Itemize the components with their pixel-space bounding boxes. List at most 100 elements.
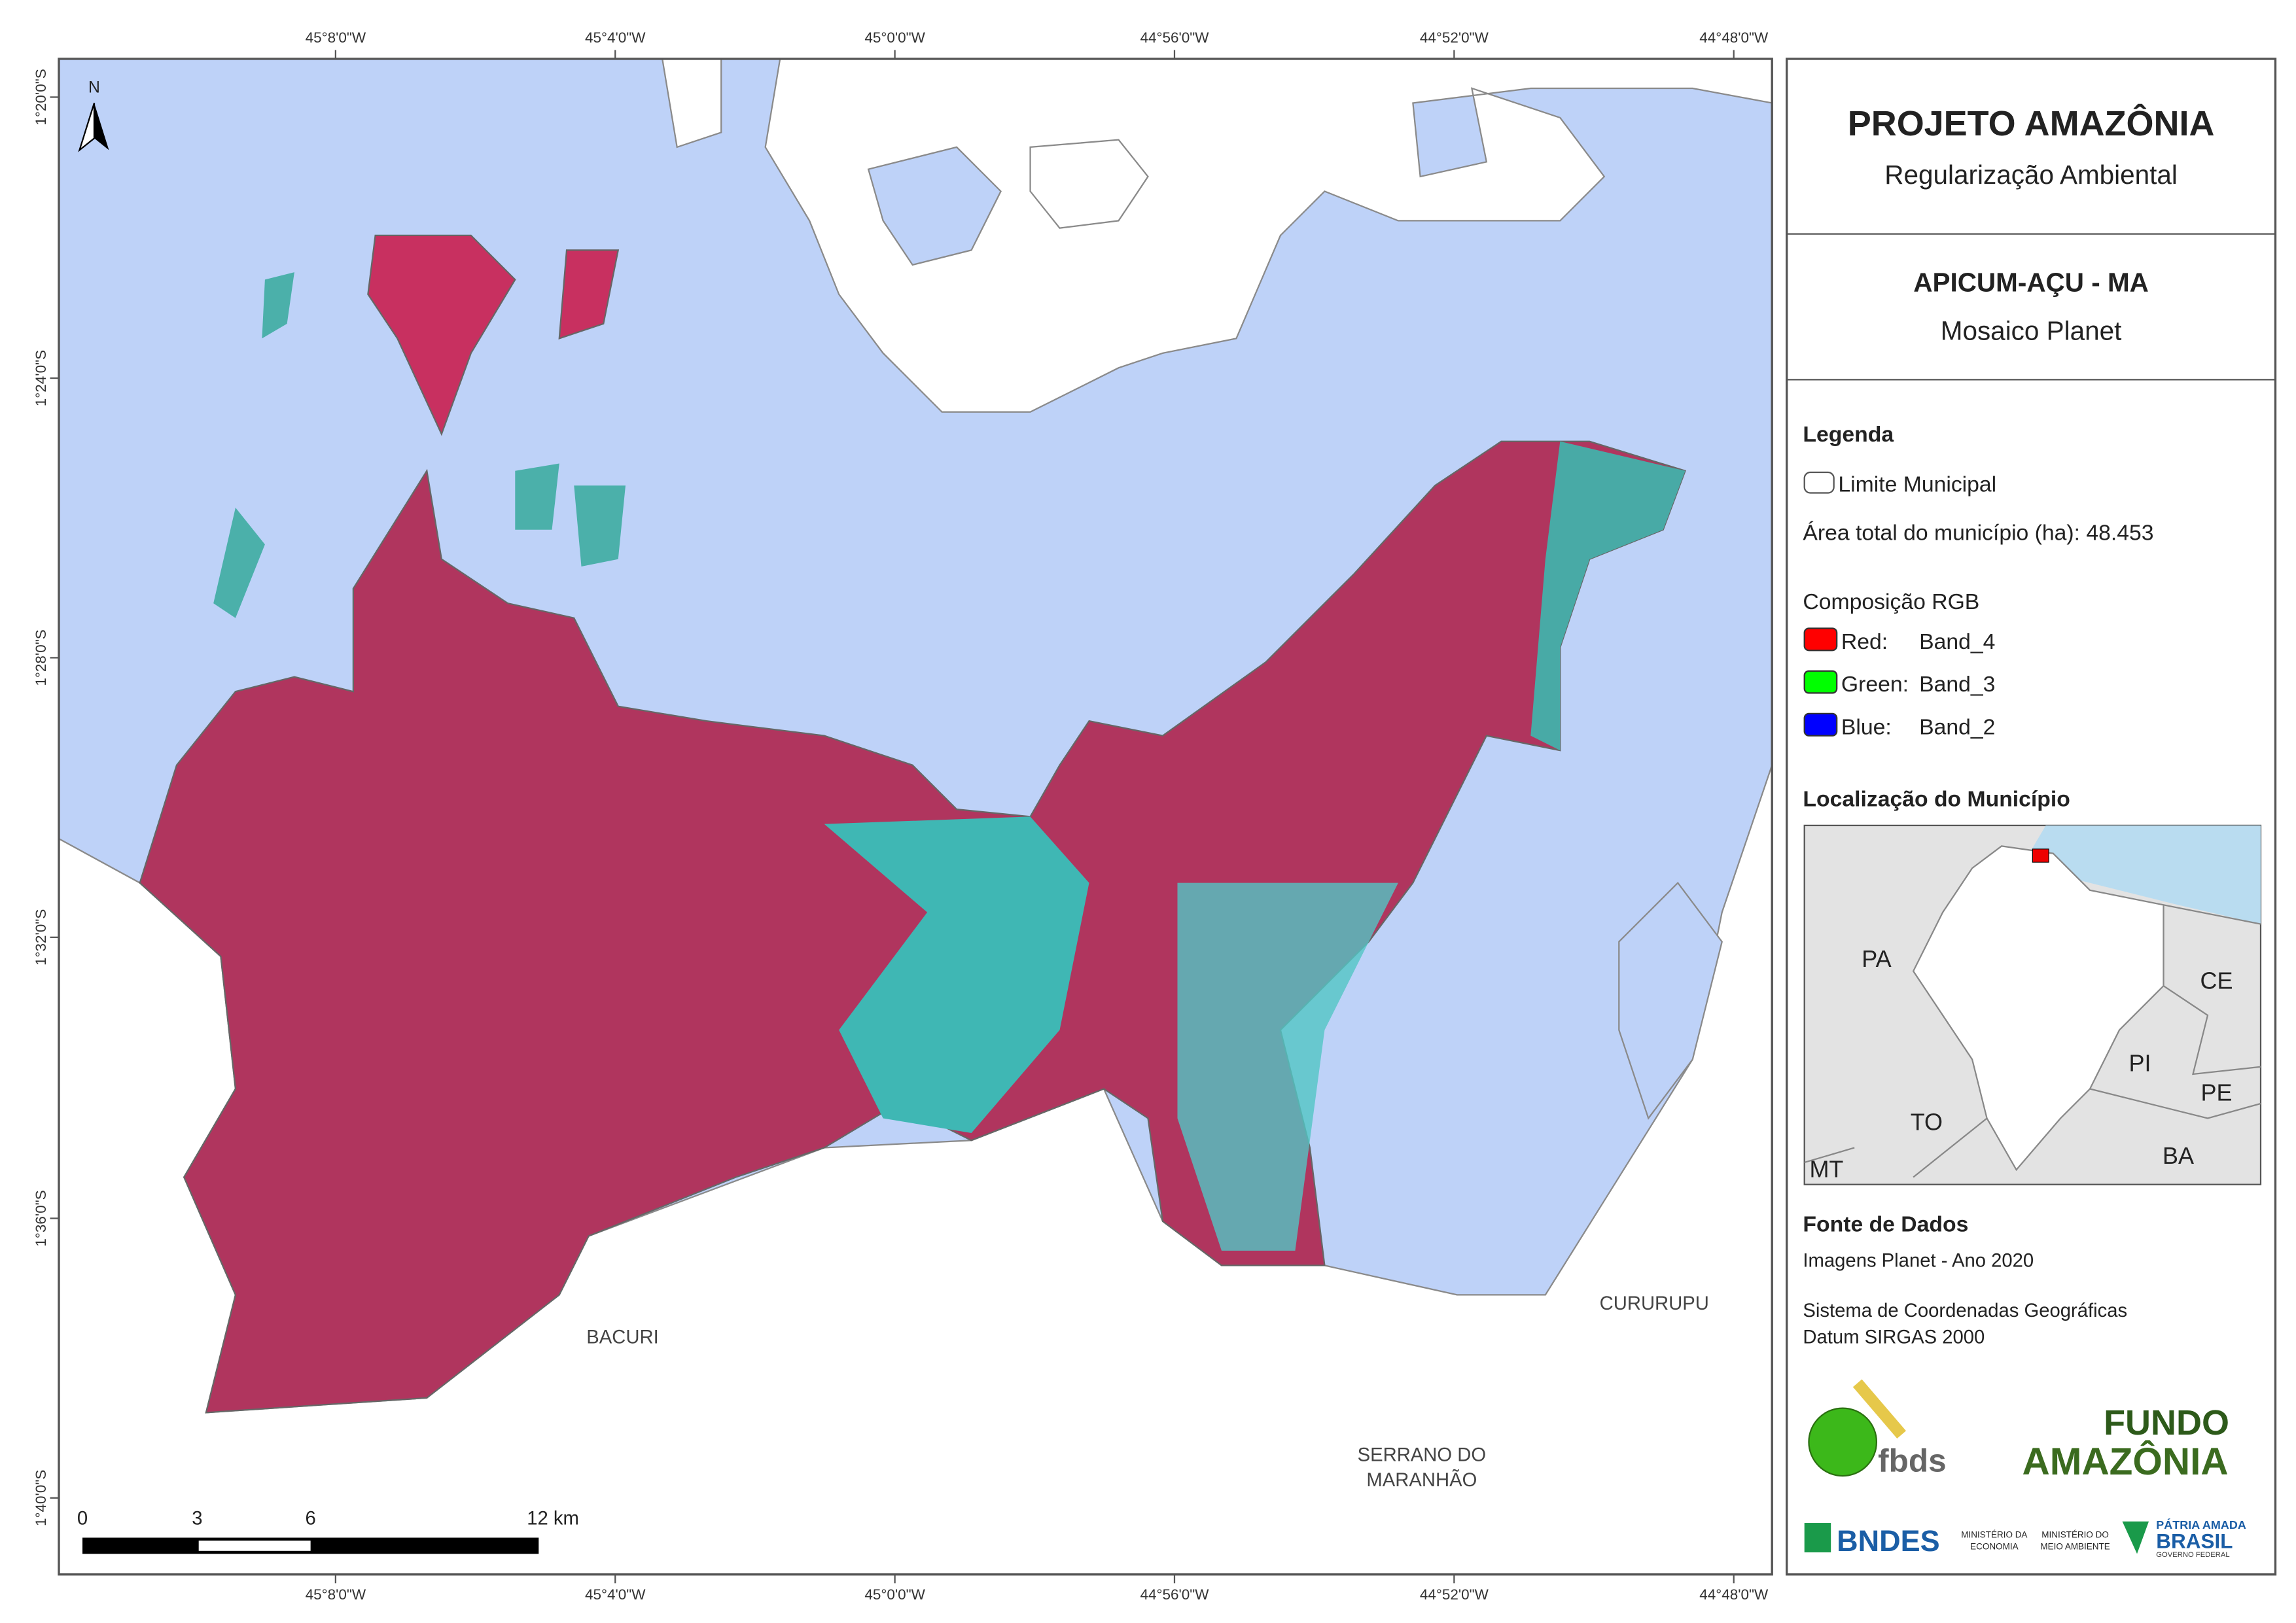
bndes-logo	[1804, 1523, 1831, 1553]
y-coord-label: 1°24'0"S	[33, 350, 49, 406]
x-coord-label: 45°8'0"W	[306, 1586, 366, 1603]
state-label: PA	[1862, 945, 1891, 972]
x-coord-label: 45°8'0"W	[306, 29, 366, 46]
brasil-logo	[2122, 1521, 2149, 1554]
y-coord-label: 1°28'0"S	[33, 629, 49, 686]
fbds-logo	[1808, 1407, 1878, 1477]
bay	[1618, 881, 1723, 1120]
north-label: N	[88, 79, 100, 97]
scale-label: 0	[77, 1508, 88, 1529]
fbds-logo	[1852, 1379, 1906, 1439]
inset-marker	[2032, 848, 2049, 863]
source-line: Sistema de Coordenadas Geográficas	[1803, 1300, 2127, 1321]
panel-frame	[1786, 58, 2277, 1576]
logo-text: fbds	[1878, 1442, 1946, 1478]
y-coord-label: 1°20'0"S	[33, 69, 49, 125]
islet	[1029, 139, 1149, 229]
north-land	[764, 58, 1773, 413]
x-coord-label: 44°52'0"W	[1420, 1586, 1489, 1603]
band-list: Red: Band_4 Green: Band_3 Blue: Band_2	[1803, 627, 1995, 739]
x-coord-label: 44°56'0"W	[1140, 1586, 1209, 1603]
map-frame	[58, 58, 1773, 1576]
logo-text: MEIO AMBIENTE	[2040, 1542, 2110, 1552]
inset-ocean	[2031, 825, 2261, 924]
x-coord-label: 44°48'0"W	[1699, 29, 1769, 46]
logo-text: MINISTÉRIO DA	[1961, 1530, 2027, 1540]
coordinate-labels: 45°8'0"W 45°8'0"W 45°4'0"W 45°4'0"W 45°0'0"W…	[33, 29, 1769, 1603]
island	[262, 272, 294, 339]
subtitle: Regularização Ambiental	[1884, 160, 2178, 190]
location-heading: Localização do Município	[1803, 787, 2070, 812]
logo-text: MINISTÉRIO DO	[2041, 1530, 2109, 1540]
x-coord-label: 45°4'0"W	[585, 1586, 646, 1603]
source-line: Imagens Planet - Ano 2020	[1803, 1251, 2034, 1272]
band-name: Band_3	[1919, 672, 1995, 697]
place-label: CURURUPU	[1600, 1293, 1709, 1314]
band-swatch	[1803, 712, 1838, 737]
logo-text: AMAZÔNIA	[2022, 1439, 2229, 1483]
inset-state	[1912, 845, 2164, 1172]
island	[558, 249, 620, 340]
x-coord-label: 44°48'0"W	[1699, 1586, 1769, 1603]
estuary	[1177, 882, 1398, 1251]
logo-text: GOVERNO FEDERAL	[2156, 1551, 2229, 1559]
x-coord-label: 44°52'0"W	[1420, 29, 1489, 46]
place-label: MARANHÃO	[1366, 1469, 1477, 1491]
x-coord-label: 45°0'0"W	[864, 29, 925, 46]
state-label: PI	[2129, 1050, 2151, 1077]
band-name: Band_4	[1919, 629, 1995, 654]
logo-text: BRASIL	[2156, 1529, 2233, 1552]
north-arrow	[78, 103, 96, 152]
band-swatch	[1803, 670, 1838, 694]
north-arrow	[94, 103, 109, 150]
band-label: Green:	[1841, 672, 1909, 697]
y-coord-label: 1°32'0"S	[33, 909, 49, 966]
municipality-name: APICUM-AÇU - MA	[1913, 267, 2149, 297]
land	[58, 58, 1773, 1575]
state-label: CE	[2200, 968, 2233, 994]
band-swatch	[1803, 627, 1838, 652]
title: PROJETO AMAZÔNIA	[1848, 103, 2215, 143]
area-text: Área total do município (ha): 48.453	[1803, 521, 2153, 546]
municipality	[139, 234, 1686, 1414]
state-label: BA	[2163, 1142, 2194, 1169]
boundary-swatch	[1803, 471, 1835, 494]
state-label: TO	[1911, 1108, 1943, 1135]
legend-item: Limite Municipal	[1838, 472, 1996, 497]
legend-heading: Legenda	[1803, 422, 1894, 447]
y-coord-label: 1°36'0"S	[33, 1190, 49, 1246]
x-coord-label: 45°0'0"W	[864, 1586, 925, 1603]
band-label: Blue:	[1841, 714, 1892, 739]
logo-text: ECONOMIA	[1970, 1542, 2018, 1552]
scale-label: 6	[306, 1508, 316, 1529]
state-label: PE	[2201, 1079, 2233, 1106]
band-label: Red:	[1841, 629, 1888, 654]
source-line: Datum SIRGAS 2000	[1803, 1327, 1985, 1348]
place-label: BACURI	[586, 1327, 658, 1348]
estuary	[1530, 441, 1686, 751]
mosaic-label: Mosaico Planet	[1941, 316, 2122, 346]
island	[515, 463, 559, 530]
side-panel: PROJETO AMAZÔNIA Regularização Ambiental…	[1786, 58, 2277, 1576]
sources-heading: Fonte de Dados	[1803, 1212, 1968, 1237]
estuary	[824, 816, 1089, 1133]
island	[213, 508, 265, 618]
scale-label: 3	[192, 1508, 202, 1529]
y-coord-label: 1°40'0"S	[33, 1470, 49, 1526]
place-label: SERRANO DO	[1358, 1445, 1487, 1466]
rgb-heading: Composição RGB	[1803, 589, 1979, 614]
state-label: MT	[1809, 1155, 1843, 1182]
logo-text: BNDES	[1837, 1524, 1939, 1558]
island	[574, 485, 626, 567]
x-coord-label: 44°56'0"W	[1140, 29, 1209, 46]
band-name: Band_2	[1919, 714, 1995, 739]
scale-bar	[198, 1541, 311, 1551]
state-labels: PA CE PI TO PE BA MT	[1809, 945, 2233, 1183]
inner-water	[867, 146, 1002, 266]
inset-borders	[1804, 904, 2261, 1178]
x-coord-label: 45°4'0"W	[585, 29, 646, 46]
island	[367, 234, 516, 436]
logo-text: FUNDO	[2104, 1403, 2229, 1442]
